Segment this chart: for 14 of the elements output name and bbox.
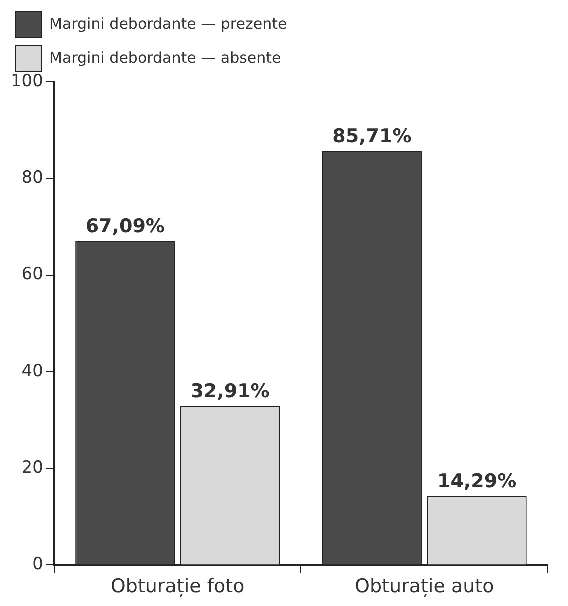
- legend-label: Margini debordante — absente: [50, 48, 282, 67]
- data-label: 14,29%: [437, 470, 517, 493]
- data-label: 85,71%: [332, 125, 412, 148]
- y-tick-label: 60: [22, 264, 44, 285]
- data-label: 67,09%: [86, 215, 165, 238]
- y-tick-label: 100: [10, 71, 44, 92]
- y-tick-label: 20: [22, 458, 44, 478]
- x-tick-label: Obturație auto: [355, 576, 494, 598]
- legend-label: Margini debordante — prezente: [50, 14, 288, 33]
- x-tick-label: Obturație foto: [110, 576, 245, 598]
- y-tick-label: 0: [32, 554, 44, 575]
- data-label: 32,91%: [190, 380, 270, 403]
- y-tick-label: 80: [22, 168, 44, 188]
- y-tick-label: 40: [22, 361, 44, 382]
